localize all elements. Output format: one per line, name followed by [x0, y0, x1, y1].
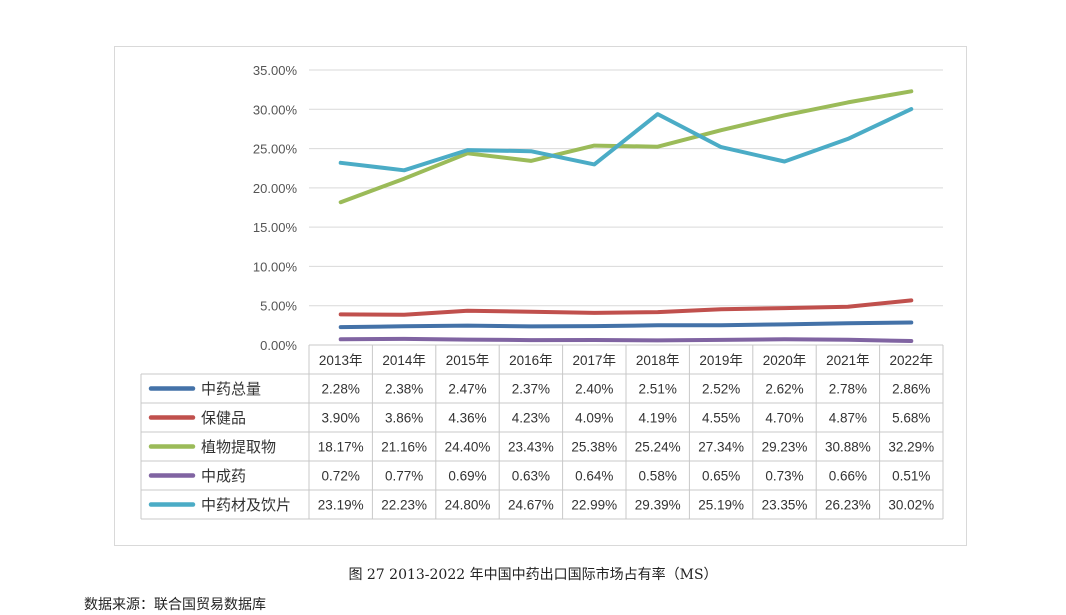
table-cell-value: 5.68% — [892, 411, 930, 426]
series-line-中药材及饮片 — [338, 107, 914, 173]
table-cell-value: 18.17% — [318, 440, 364, 455]
y-tick-label: 20.00% — [253, 181, 298, 196]
table-cell-value: 26.23% — [825, 498, 871, 513]
table-cell-value: 2.62% — [765, 382, 803, 397]
table-cell-value: 4.36% — [448, 411, 486, 426]
x-category-label: 2018年 — [636, 353, 680, 368]
y-tick-label: 30.00% — [253, 102, 298, 117]
y-tick-label: 25.00% — [253, 142, 298, 157]
table-cell-value: 2.86% — [892, 382, 930, 397]
table-cell-value: 2.37% — [512, 382, 550, 397]
table-cell-value: 25.38% — [571, 440, 617, 455]
table-cell-value: 23.19% — [318, 498, 364, 513]
table-cell-value: 0.69% — [448, 469, 486, 484]
table-cell-value: 0.73% — [765, 469, 803, 484]
series-line-中药总量 — [338, 320, 914, 330]
table-cell-value: 3.90% — [322, 411, 360, 426]
x-category-label: 2016年 — [509, 353, 553, 368]
table-cell-value: 2.47% — [448, 382, 486, 397]
table-cell-value: 29.39% — [635, 498, 681, 513]
table-cell-value: 24.67% — [508, 498, 554, 513]
table-cell-value: 0.64% — [575, 469, 613, 484]
table-cell-value: 2.38% — [385, 382, 423, 397]
table-cell-value: 30.02% — [888, 498, 934, 513]
table-cell-value: 32.29% — [888, 440, 934, 455]
table-cell-value: 25.24% — [635, 440, 681, 455]
table-cell-value: 3.86% — [385, 411, 423, 426]
series-line-植物提取物 — [338, 89, 914, 205]
table-cell-value: 4.23% — [512, 411, 550, 426]
x-category-label: 2021年 — [826, 353, 870, 368]
x-category-label: 2019年 — [699, 353, 743, 368]
table-cell-value: 4.55% — [702, 411, 740, 426]
table-cell-value: 0.58% — [639, 469, 677, 484]
series-line-中成药 — [338, 336, 914, 343]
table-cell-value: 22.23% — [381, 498, 427, 513]
y-tick-label: 0.00% — [260, 338, 297, 353]
table-cell-value: 2.52% — [702, 382, 740, 397]
table-cell-value: 23.35% — [762, 498, 808, 513]
series-line-保健品 — [338, 298, 914, 317]
table-cell-value: 0.72% — [322, 469, 360, 484]
figure-caption: 图 27 2013-2022 年中国中药出口国际市场占有率（MS） — [348, 567, 718, 583]
table-cell-value: 2.78% — [829, 382, 867, 397]
y-tick-label: 5.00% — [260, 299, 297, 314]
table-cell-value: 27.34% — [698, 440, 744, 455]
table-cell-value: 0.66% — [829, 469, 867, 484]
table-cell-value: 2.51% — [639, 382, 677, 397]
chart-frame: 0.00% 5.00% 10.00% 15.00% 20.00% 25.00% 30.00%… — [114, 46, 967, 546]
table-cell-value: 22.99% — [571, 498, 617, 513]
table-cell-value: 24.80% — [445, 498, 491, 513]
x-category-label: 2013年 — [319, 353, 363, 368]
table-cell-value: 21.16% — [381, 440, 427, 455]
legend-label: 中药材及饮片 — [201, 496, 291, 514]
table-cell-value: 2.28% — [322, 382, 360, 397]
table-cell-value: 4.70% — [765, 411, 803, 426]
table-cell-value: 25.19% — [698, 498, 744, 513]
chart-svg: 0.00% 5.00% 10.00% 15.00% 20.00% 25.00% 30.00%… — [140, 63, 944, 520]
table-cell-value: 4.09% — [575, 411, 613, 426]
x-category-label: 2017年 — [573, 353, 617, 368]
x-category-label: 2014年 — [382, 353, 426, 368]
data-source-note: 数据来源：联合国贸易数据库 — [84, 597, 266, 613]
table-cell-value: 0.77% — [385, 469, 423, 484]
x-category-label: 2015年 — [446, 353, 490, 368]
legend-label: 中药总量 — [201, 380, 261, 398]
table-cell-value: 30.88% — [825, 440, 871, 455]
legend-label: 保健品 — [201, 409, 246, 427]
y-tick-label: 35.00% — [253, 63, 298, 78]
y-tick-label: 10.00% — [253, 259, 298, 274]
table-cell-value: 0.51% — [892, 469, 930, 484]
legend-label: 中成药 — [201, 467, 246, 485]
table-cell-value: 0.65% — [702, 469, 740, 484]
table-cell-value: 29.23% — [762, 440, 808, 455]
x-category-label: 2022年 — [890, 353, 934, 368]
table-cell-value: 0.63% — [512, 469, 550, 484]
y-tick-label: 15.00% — [253, 220, 298, 235]
table-cell-value: 4.19% — [639, 411, 677, 426]
table-cell-value: 2.40% — [575, 382, 613, 397]
x-category-label: 2020年 — [763, 353, 807, 368]
table-cell-value: 24.40% — [445, 440, 491, 455]
legend-label: 植物提取物 — [201, 438, 276, 456]
table-cell-value: 23.43% — [508, 440, 554, 455]
table-cell-value: 4.87% — [829, 411, 867, 426]
